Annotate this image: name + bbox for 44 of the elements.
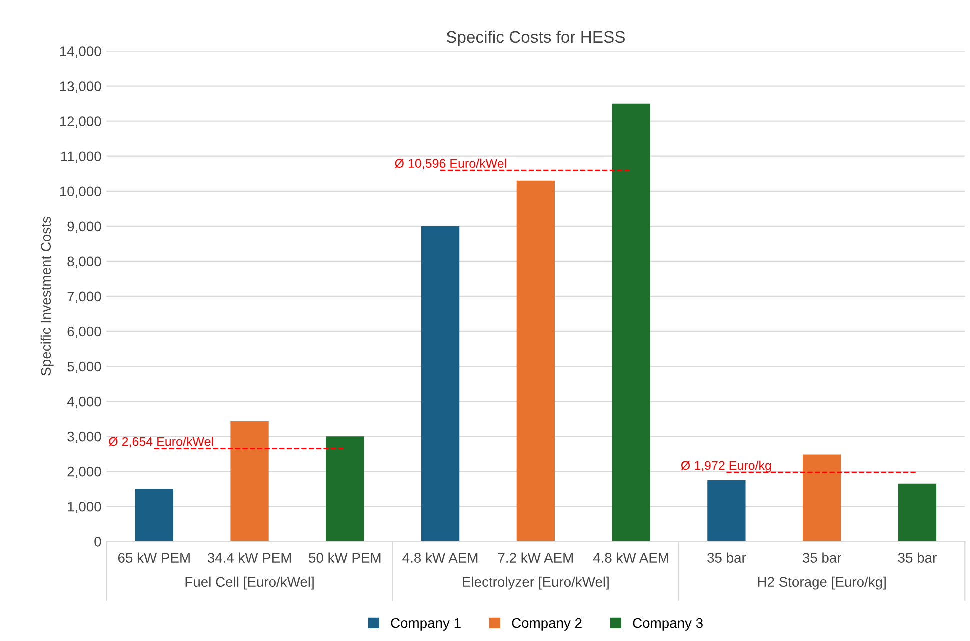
x-tick-label: 4.8 kW AEM (593, 552, 668, 563)
y-tick-label: 9,000 (68, 222, 102, 234)
x-tick-label: 34.4 kW PEM (208, 552, 292, 563)
y-tick-label: 3,000 (68, 432, 102, 444)
y-tick-label: 5,000 (68, 362, 102, 374)
y-tick-label: 11,000 (61, 152, 102, 164)
y-tick-label: 2,000 (68, 466, 102, 478)
y-tick-label: 14,000 (60, 46, 102, 58)
bar (708, 480, 746, 542)
text: Electrolyzer [Euro/kWel] (463, 576, 609, 590)
text: H2 Storage [Euro/kg] (758, 576, 886, 590)
y-tick-label: 0 (94, 536, 102, 547)
bar (516, 180, 555, 542)
legend-label: Company 1 (391, 618, 461, 631)
y-tick-label: 1,000 (68, 502, 102, 514)
bar (230, 422, 269, 542)
bar (421, 226, 460, 542)
legend-label: Company 2 (512, 618, 582, 631)
y-tick-label: 10,000 (60, 186, 102, 198)
y-tick-label: 7,000 (68, 292, 102, 304)
y-tick-label: 13,000 (60, 82, 102, 94)
x-tick-label: 50 kW PEM (309, 552, 381, 563)
x-tick-label: 7.2 kW AEM (498, 552, 573, 563)
y-tick-label: 4,000 (67, 396, 102, 408)
series-label: Ø 1,972 Euro/kg (681, 460, 772, 473)
legend-label: Company 3 (633, 618, 703, 631)
x-tick-label: 35 bar (802, 552, 842, 563)
series-label: Ø 10,596 Euro/kWel (395, 158, 506, 170)
y-tick-label: 12,000 (60, 116, 102, 128)
y-axis-title: Specific Investment Costs (40, 217, 54, 376)
chart-title: Specific Costs for HESS (446, 30, 626, 46)
series-label: Ø 2,654 Euro/kWel (109, 437, 214, 448)
y-tick-label: 8,000 (68, 256, 102, 268)
bar (326, 436, 364, 542)
x-tick-label: 35 bar (708, 552, 746, 563)
x-tick-label: 65 kW PEM (118, 552, 190, 563)
bar (898, 484, 937, 542)
bar (135, 489, 174, 542)
x-tick-label: 4.8 kW AEM (402, 552, 478, 563)
x-tick-label: 35 bar (898, 552, 937, 563)
y-tick-label: 6,000 (68, 326, 102, 338)
bar (803, 454, 842, 542)
bar (612, 104, 650, 542)
text: Fuel Cell [Euro/kWel] (186, 576, 314, 590)
